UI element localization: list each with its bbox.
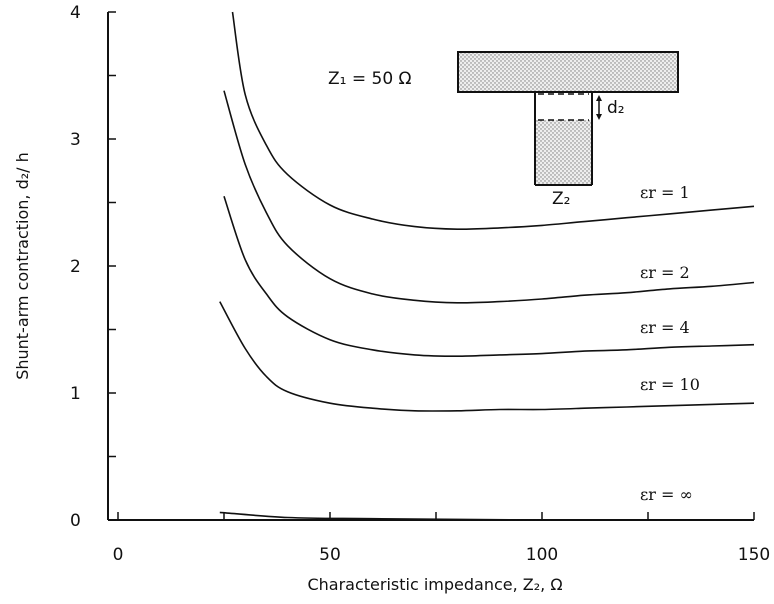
inset-stub-line — [535, 120, 592, 185]
x-tick-label: 100 — [526, 545, 558, 565]
curve-labels: εr = 1 εr = 2 εr = 4 εr = 10 εr = ∞ — [640, 183, 700, 504]
series-label-4: εr = 10 — [640, 375, 700, 394]
y-axis-title: Shunt-arm contraction, d₂/ h — [13, 152, 32, 380]
series-label-3: εr = 4 — [640, 318, 690, 337]
y-tick-label: 0 — [70, 511, 81, 531]
x-tick-label: 150 — [738, 545, 770, 565]
inset-main-line — [457, 51, 679, 93]
x-tick-label: 50 — [319, 545, 341, 565]
inset-d2-arrow-head-down — [596, 114, 602, 120]
series-line-2 — [223, 90, 755, 304]
x-tick-label: 0 — [113, 545, 124, 565]
x-axis-title: Characteristic impedance, Z₂, Ω — [307, 575, 562, 594]
y-tick-label: 4 — [70, 3, 81, 23]
series-label-2: εr = 2 — [640, 263, 690, 282]
series-line-1 — [231, 11, 755, 231]
y-tick-label: 2 — [70, 257, 81, 277]
series-line-5 — [219, 511, 755, 521]
inset-d2-label: d₂ — [607, 98, 625, 118]
series-line-4 — [219, 301, 755, 412]
y-tick-label: 1 — [70, 384, 81, 404]
curves — [219, 11, 755, 521]
series-label-5: εr = ∞ — [640, 485, 693, 504]
tick-labels: 0 1 2 3 4 0 50 100 150 — [70, 3, 770, 565]
inset-d2-arrow-head-up — [596, 95, 602, 101]
t-junction-inset: Z₁ = 50 Ω d₂ Z₂ — [328, 51, 679, 209]
series-label-1: εr = 1 — [640, 183, 690, 202]
series-line-3 — [223, 195, 755, 358]
inset-z2-label: Z₂ — [552, 189, 570, 209]
y-tick-label: 3 — [70, 130, 81, 150]
inset-z1-label: Z₁ = 50 Ω — [328, 69, 412, 89]
